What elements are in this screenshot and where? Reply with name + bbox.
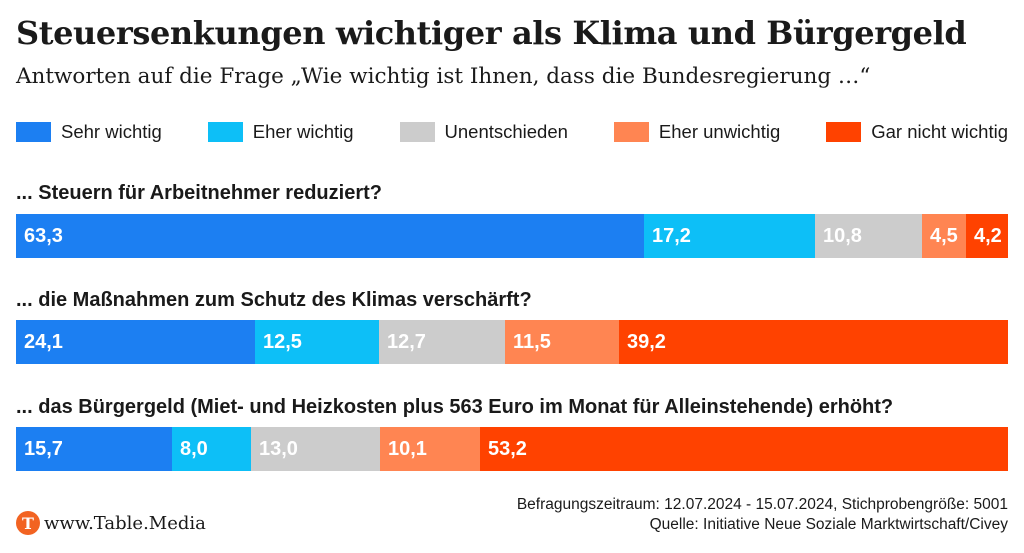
bar-segment-eher-unwichtig: 11,5 [505,320,619,364]
legend-label: Eher unwichtig [658,121,781,142]
data-label: 8,0 [180,437,208,460]
data-label: 12,5 [263,330,302,353]
data-label: 10,1 [388,437,427,460]
legend-swatch [826,122,862,142]
brand-logo: T www.Table.Media [16,511,206,535]
stacked-bar: 24,1 12,5 12,7 11,5 39,2 [16,320,1008,364]
legend-swatch [207,122,243,142]
bar-segment-gar-nicht-wichtig: 53,2 [480,427,1008,471]
legend-item-sehr-wichtig: Sehr wichtig [16,121,162,143]
legend-label: Sehr wichtig [61,121,162,142]
legend-swatch [16,122,51,142]
bar-segment-eher-unwichtig: 4,5 [922,214,966,258]
legend-item-eher-unwichtig: Eher unwichtig [613,121,781,143]
data-label: 12,7 [387,330,426,353]
legend-label: Unentschieden [444,121,568,142]
chart-subtitle: Antworten auf die Frage „Wie wichtig ist… [16,64,871,89]
data-label: 53,2 [488,437,527,460]
bar-segment-sehr-wichtig: 15,7 [16,427,172,471]
data-label: 15,7 [24,437,63,460]
data-label: 4,2 [974,224,1002,247]
bar-segment-unentschieden: 13,0 [251,427,380,471]
bar-segment-sehr-wichtig: 63,3 [16,214,644,258]
brand-url: www.Table.Media [44,512,206,534]
data-label: 17,2 [652,224,691,247]
stacked-bar: 15,7 8,0 13,0 10,1 53,2 [16,427,1008,471]
legend: Sehr wichtig Eher wichtig Unentschieden Ehe… [16,121,1008,143]
data-label: 4,5 [930,224,958,247]
bar-segment-gar-nicht-wichtig: 4,2 [966,214,1008,258]
footnote: Befragungszeitraum: 12.07.2024 - 15.07.2… [517,495,1008,535]
bar-segment-eher-wichtig: 17,2 [644,214,815,258]
legend-label: Eher wichtig [252,121,354,142]
data-label: 11,5 [513,330,551,353]
legend-label: Gar nicht wichtig [871,121,1008,142]
bar-segment-unentschieden: 10,8 [815,214,922,258]
survey-period: Befragungszeitraum: 12.07.2024 - 15.07.2… [516,496,1008,513]
data-label: 24,1 [24,330,63,353]
legend-item-eher-wichtig: Eher wichtig [207,121,354,143]
legend-swatch [399,122,435,142]
data-label: 39,2 [627,330,666,353]
bar-segment-eher-wichtig: 8,0 [172,427,251,471]
data-label: 10,8 [823,224,862,247]
chart-title: Steuersenkungen wichtiger als Klima und … [16,14,967,52]
data-label: 13,0 [259,437,298,460]
bar-segment-gar-nicht-wichtig: 39,2 [619,320,1008,364]
bar-segment-eher-wichtig: 12,5 [255,320,379,364]
legend-swatch [613,122,649,142]
stacked-bar: 63,3 17,2 10,8 4,5 4,2 [16,214,1008,258]
question-label: ... die Maßnahmen zum Schutz des Klimas … [16,289,532,311]
source-note: Quelle: Initiative Neue Soziale Marktwir… [649,516,1008,533]
bar-segment-eher-unwichtig: 10,1 [380,427,480,471]
bar-segment-unentschieden: 12,7 [379,320,505,364]
bar-segment-sehr-wichtig: 24,1 [16,320,255,364]
legend-item-unentschieden: Unentschieden [399,121,568,143]
question-label: ... das Bürgergeld (Miet- und Heizkosten… [16,396,894,418]
table-media-logo-icon: T [16,511,40,535]
data-label: 63,3 [24,224,63,247]
legend-item-gar-nicht-wichtig: Gar nicht wichtig [826,121,1008,143]
question-label: ... Steuern für Arbeitnehmer reduziert? [16,182,382,204]
